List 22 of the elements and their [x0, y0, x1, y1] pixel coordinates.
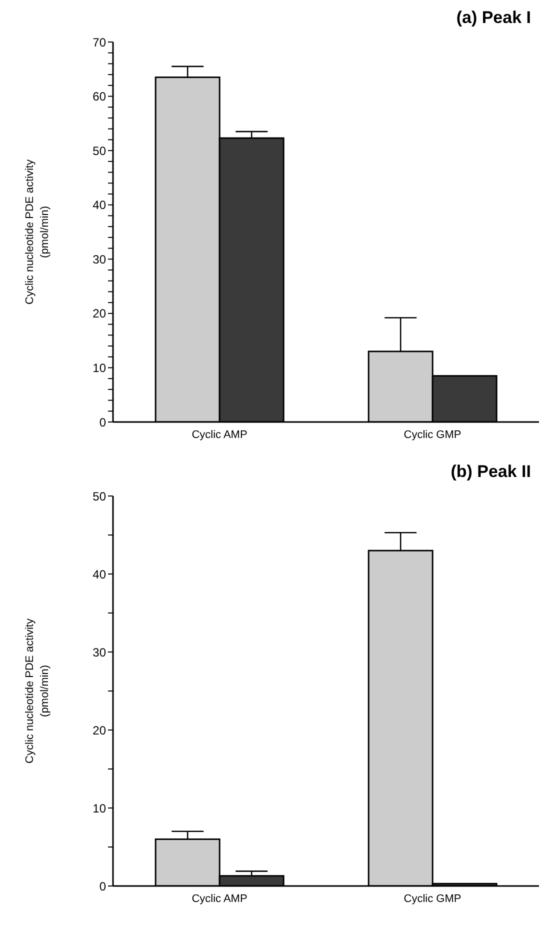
- y-axis-title: Cyclic nucleotide PDE activity (pmol/min): [24, 159, 51, 304]
- y-tick-label: 20: [92, 306, 106, 321]
- y-tick-label: 60: [92, 90, 106, 104]
- x-tick-label: Cyclic AMP: [192, 428, 248, 441]
- y-tick-label: 10: [92, 801, 106, 816]
- y-axis-title: Cyclic nucleotide PDE activity (pmol/min): [24, 618, 51, 764]
- y-tick-label: 20: [92, 723, 106, 738]
- x-tick-label: Cyclic AMP: [192, 892, 248, 905]
- x-tick-label: Cyclic GMP: [404, 428, 462, 441]
- x-tick-label: Cyclic GMP: [404, 892, 462, 905]
- y-tick-label: 30: [92, 645, 106, 660]
- y-tick-label: 0: [99, 415, 106, 430]
- y-tick-label: 50: [92, 489, 106, 504]
- y-tick-label: 0: [99, 879, 106, 894]
- y-tick-label: 30: [92, 252, 106, 266]
- y-tick-label: 70: [92, 35, 106, 50]
- y-tick-label: 40: [92, 567, 106, 582]
- y-tick-label: 10: [92, 360, 106, 375]
- chart-title: (a) Peak I: [455, 8, 532, 29]
- chart-title: (b) Peak II: [450, 462, 532, 483]
- y-tick-label: 50: [92, 144, 106, 158]
- y-tick-label: 40: [92, 198, 106, 212]
